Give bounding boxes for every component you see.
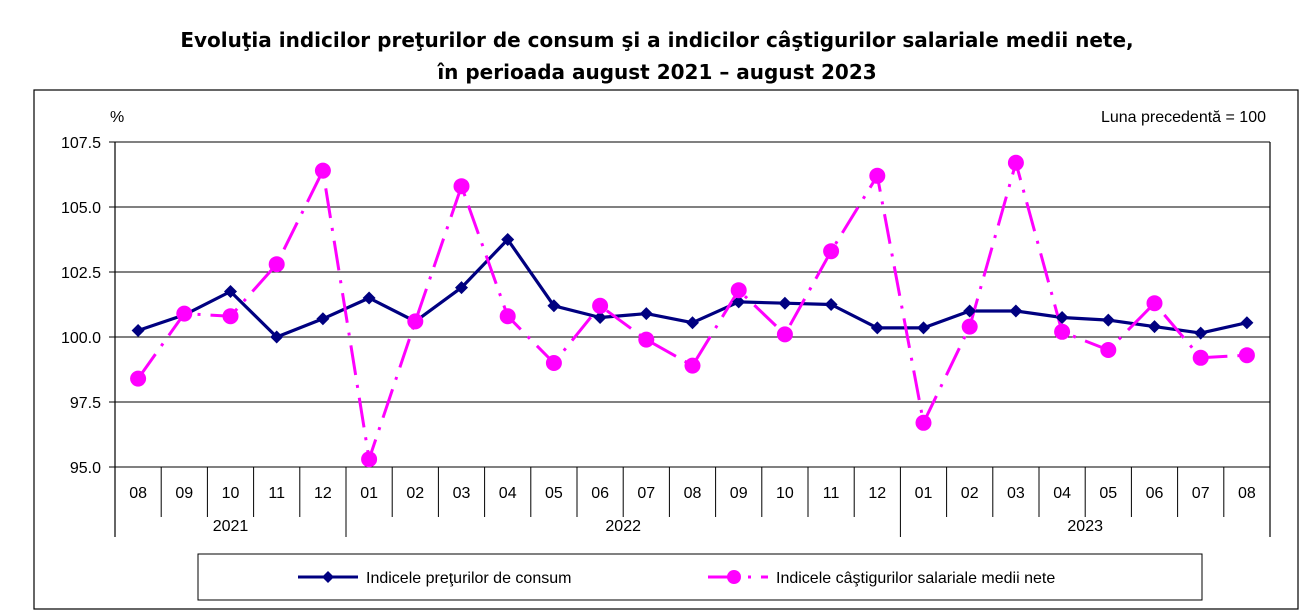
cpi-point	[639, 307, 653, 321]
wage-point	[130, 370, 147, 387]
y-tick-label: 97.5	[70, 395, 101, 412]
legend: Indicele preţurilor de consum Indicele câ…	[197, 553, 1203, 601]
x-month-label: 03	[1007, 485, 1025, 502]
cpi-point	[270, 330, 284, 344]
x-axis-categories: 08 09 10 11 12 01 02 03 04 05 06 07 08 09 10 11 12 01 02 03…	[114, 467, 1271, 537]
cpi-point	[870, 321, 884, 335]
series-group	[130, 154, 1255, 468]
chart-title: Evoluţia indicilor preţurilor de consum …	[0, 24, 1314, 88]
x-month-label: 11	[823, 485, 840, 502]
wage-point	[222, 308, 239, 325]
wage-point	[407, 313, 424, 330]
wage-point	[684, 357, 701, 374]
legend-box	[197, 553, 1203, 601]
x-year-label: 2023	[1067, 518, 1103, 535]
wage-point	[361, 451, 378, 468]
x-month-label: 11	[268, 485, 285, 502]
x-month-label: 01	[360, 485, 378, 502]
x-month-label: 04	[499, 485, 517, 502]
x-month-label: 05	[1099, 485, 1117, 502]
cpi-point	[593, 311, 607, 324]
x-month-label: 02	[961, 485, 979, 502]
cpi-point	[501, 233, 515, 246]
legend-marker-circle	[727, 570, 741, 584]
wage-point	[314, 162, 331, 179]
annotation-base: Luna precedentă = 100	[1101, 109, 1266, 126]
legend-marker-diamond	[322, 571, 334, 583]
cpi-point	[1148, 320, 1161, 334]
cpi-point	[1009, 304, 1023, 318]
x-month-label: 08	[684, 485, 702, 502]
x-year-label: 2022	[605, 518, 641, 535]
wage-point	[1007, 154, 1024, 171]
wage-point	[1100, 342, 1117, 358]
legend-label-0: Indicele preţurilor de consum	[366, 570, 571, 587]
cpi-point	[1194, 326, 1208, 340]
wage-point	[915, 414, 932, 431]
x-month-label: 08	[129, 485, 147, 502]
wage-point	[268, 256, 285, 273]
wage-point	[869, 167, 886, 184]
cpi-point	[131, 324, 145, 337]
wage-point	[638, 331, 655, 348]
x-month-label: 08	[1238, 485, 1256, 502]
x-month-label: 06	[1146, 485, 1164, 502]
cpi-point	[455, 281, 468, 295]
wage-point	[1054, 323, 1071, 340]
x-month-label: 06	[591, 485, 609, 502]
cpi-point	[732, 295, 746, 309]
x-year-label: 2021	[213, 518, 249, 535]
x-month-label: 12	[314, 485, 332, 502]
wage-point	[1238, 347, 1255, 364]
wage-point	[592, 297, 609, 314]
wage-point	[499, 308, 516, 325]
wage-point	[176, 305, 193, 322]
grid-lines	[109, 141, 1270, 468]
wage-point	[730, 282, 747, 299]
x-month-label: 07	[1192, 485, 1210, 502]
x-month-label: 10	[776, 485, 794, 502]
x-month-label: 05	[545, 485, 563, 502]
cpi-point	[917, 321, 930, 335]
cpi-point	[824, 298, 838, 311]
cpi-point	[224, 285, 237, 298]
x-month-label: 09	[175, 485, 193, 502]
x-month-label: 10	[222, 485, 240, 502]
cpi-point	[316, 312, 330, 326]
x-month-label: 09	[730, 485, 748, 502]
x-month-label: 03	[453, 485, 471, 502]
y-tick-label: 105.0	[61, 200, 101, 217]
wage-point	[776, 326, 793, 343]
x-month-label: 01	[915, 485, 933, 502]
y-tick-label: 102.5	[61, 265, 101, 282]
y-tick-label: 107.5	[61, 135, 101, 152]
cpi-point	[547, 299, 561, 313]
y-tick-label: 95.0	[70, 460, 101, 477]
cpi-point	[1055, 311, 1069, 324]
wage-point	[961, 318, 978, 335]
wage-point	[823, 243, 840, 260]
y-axis-unit-label: %	[110, 109, 124, 126]
y-tick-label: 100.0	[61, 330, 101, 347]
wage-point	[1192, 349, 1209, 366]
chart-title-line2: în perioada august 2021 – august 2023	[437, 60, 877, 84]
x-month-label: 12	[868, 485, 886, 502]
cpi-point	[778, 296, 792, 310]
cpi-point	[1240, 316, 1254, 330]
x-month-label: 07	[637, 485, 655, 502]
x-month-label: 04	[1053, 485, 1071, 502]
wage-point	[1146, 295, 1163, 312]
cpi-point	[362, 291, 376, 305]
legend-label-1: Indicele câştigurilor salariale medii ne…	[776, 570, 1055, 587]
x-month-label: 02	[406, 485, 424, 502]
y-tick-labels: 95.0 97.5 100.0 102.5 105.0 107.5	[61, 135, 101, 477]
wage-point	[453, 178, 470, 195]
wage-point	[545, 355, 562, 371]
cpi-point	[686, 316, 699, 330]
cpi-point	[1101, 313, 1115, 327]
cpi-point	[963, 304, 977, 318]
chart-title-line1: Evoluţia indicilor preţurilor de consum …	[180, 28, 1134, 52]
